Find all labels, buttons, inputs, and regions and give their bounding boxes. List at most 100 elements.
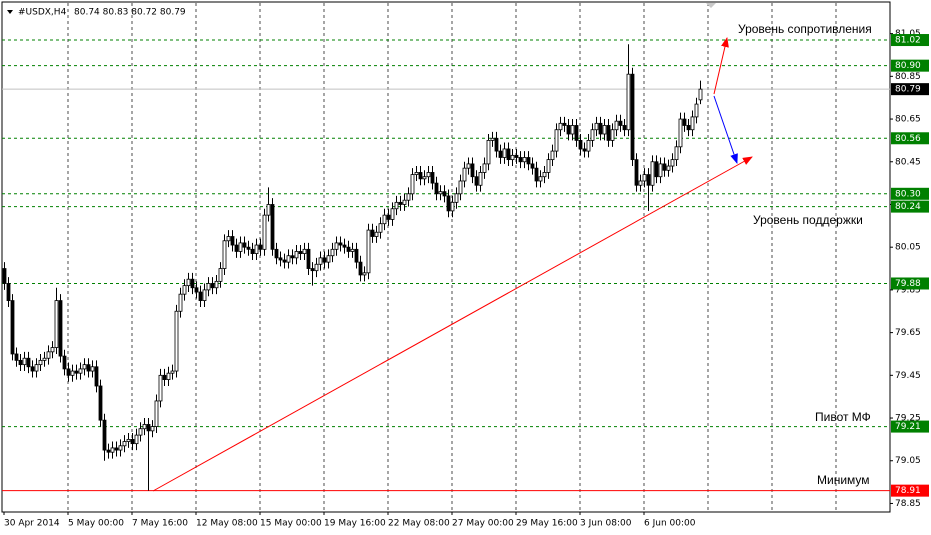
candle-body [482,163,487,173]
candle-body [690,116,695,131]
candle-body [210,283,215,289]
candle-body [246,246,251,250]
candle-body [166,372,171,380]
x-tick-label: 15 May 00:00 [260,519,322,529]
candle-body [538,176,543,182]
candle-body [498,150,503,158]
candle-body [634,159,639,186]
candle-body [286,255,291,263]
candle-body [282,259,287,263]
candle-body [394,201,399,210]
candle-body [666,165,671,171]
current-price-label: 80.79 [895,85,921,95]
candle-body [454,193,459,203]
x-tick-label: 29 May 16:00 [516,519,578,529]
level-box [891,277,929,290]
candle-body [546,159,551,173]
candle-body [442,191,447,197]
candle-body [2,268,7,284]
candle-body [574,125,579,141]
candle-body [362,272,367,276]
shift-marker [706,3,716,8]
candle-body [78,368,83,374]
candle-body [610,129,615,141]
candle-body [582,148,587,152]
candle-body [586,140,591,152]
candle-body [630,73,635,161]
candle-body [406,193,411,201]
candle-body [446,195,451,212]
candle-body [622,125,627,131]
candle-body [6,283,11,301]
candle-body [22,357,27,366]
candle-body [318,257,323,265]
candle-body [270,204,275,250]
candle-body [202,289,207,301]
candle-body [462,167,467,182]
candle-body [562,122,567,126]
level-box [891,200,929,213]
level-label: 80.24 [895,202,921,212]
candle-body [514,154,519,158]
level-box [891,420,929,433]
candle-body [670,159,675,167]
candle-body [654,161,659,178]
candle-body [162,374,167,380]
x-tick-label: 19 May 16:00 [324,519,386,529]
candle-body [478,172,483,186]
candle-body [398,201,403,205]
candle-body [494,137,499,152]
candle-body [598,122,603,135]
candle-body [626,73,631,131]
x-tick-label: 7 May 16:00 [132,519,188,529]
candle-body [390,208,395,220]
candle-body [86,364,91,372]
candle-body [222,240,227,269]
candle-body [258,244,263,250]
candle-body [190,278,195,289]
candles [2,44,703,491]
candle-body [334,242,339,250]
candle-body [458,180,463,195]
candle-body [674,146,679,161]
candle-body [402,199,407,205]
candle-body [342,244,347,248]
y-tick-label: 79.65 [895,328,921,338]
candle-body [430,172,435,184]
candle-body [118,445,123,451]
candle-body [354,248,359,263]
level-box [891,187,929,200]
candle-body [98,385,103,421]
candle-body [322,257,327,263]
candle-body [326,255,331,263]
level-label: 79.88 [895,279,921,289]
candle-body [502,148,507,158]
candle-body [114,447,119,451]
candle-body [138,428,143,436]
candle-body [638,180,643,186]
candle-body [38,359,43,366]
candle-body [618,120,623,126]
candle-body [266,204,271,216]
candle-body [34,364,39,372]
candle-body [614,120,619,131]
candle-body [70,370,75,376]
candle-body [330,248,335,257]
candle-body [570,125,575,135]
y-tick-label: 79.85 [895,285,921,295]
candle-body [178,293,183,312]
candle-body [106,449,111,453]
candle-body [542,172,547,178]
candle-body [50,347,55,353]
up-arrow [713,37,729,95]
candle-body [214,280,219,289]
candle-body [554,129,559,152]
candle-body [470,163,475,178]
annotation: Минимум [817,473,870,487]
candle-body [346,246,351,252]
candle-body [526,157,531,165]
candle-body [510,154,515,161]
candle-body [62,355,67,370]
x-tick-label: 6 Jun 00:00 [644,519,696,529]
